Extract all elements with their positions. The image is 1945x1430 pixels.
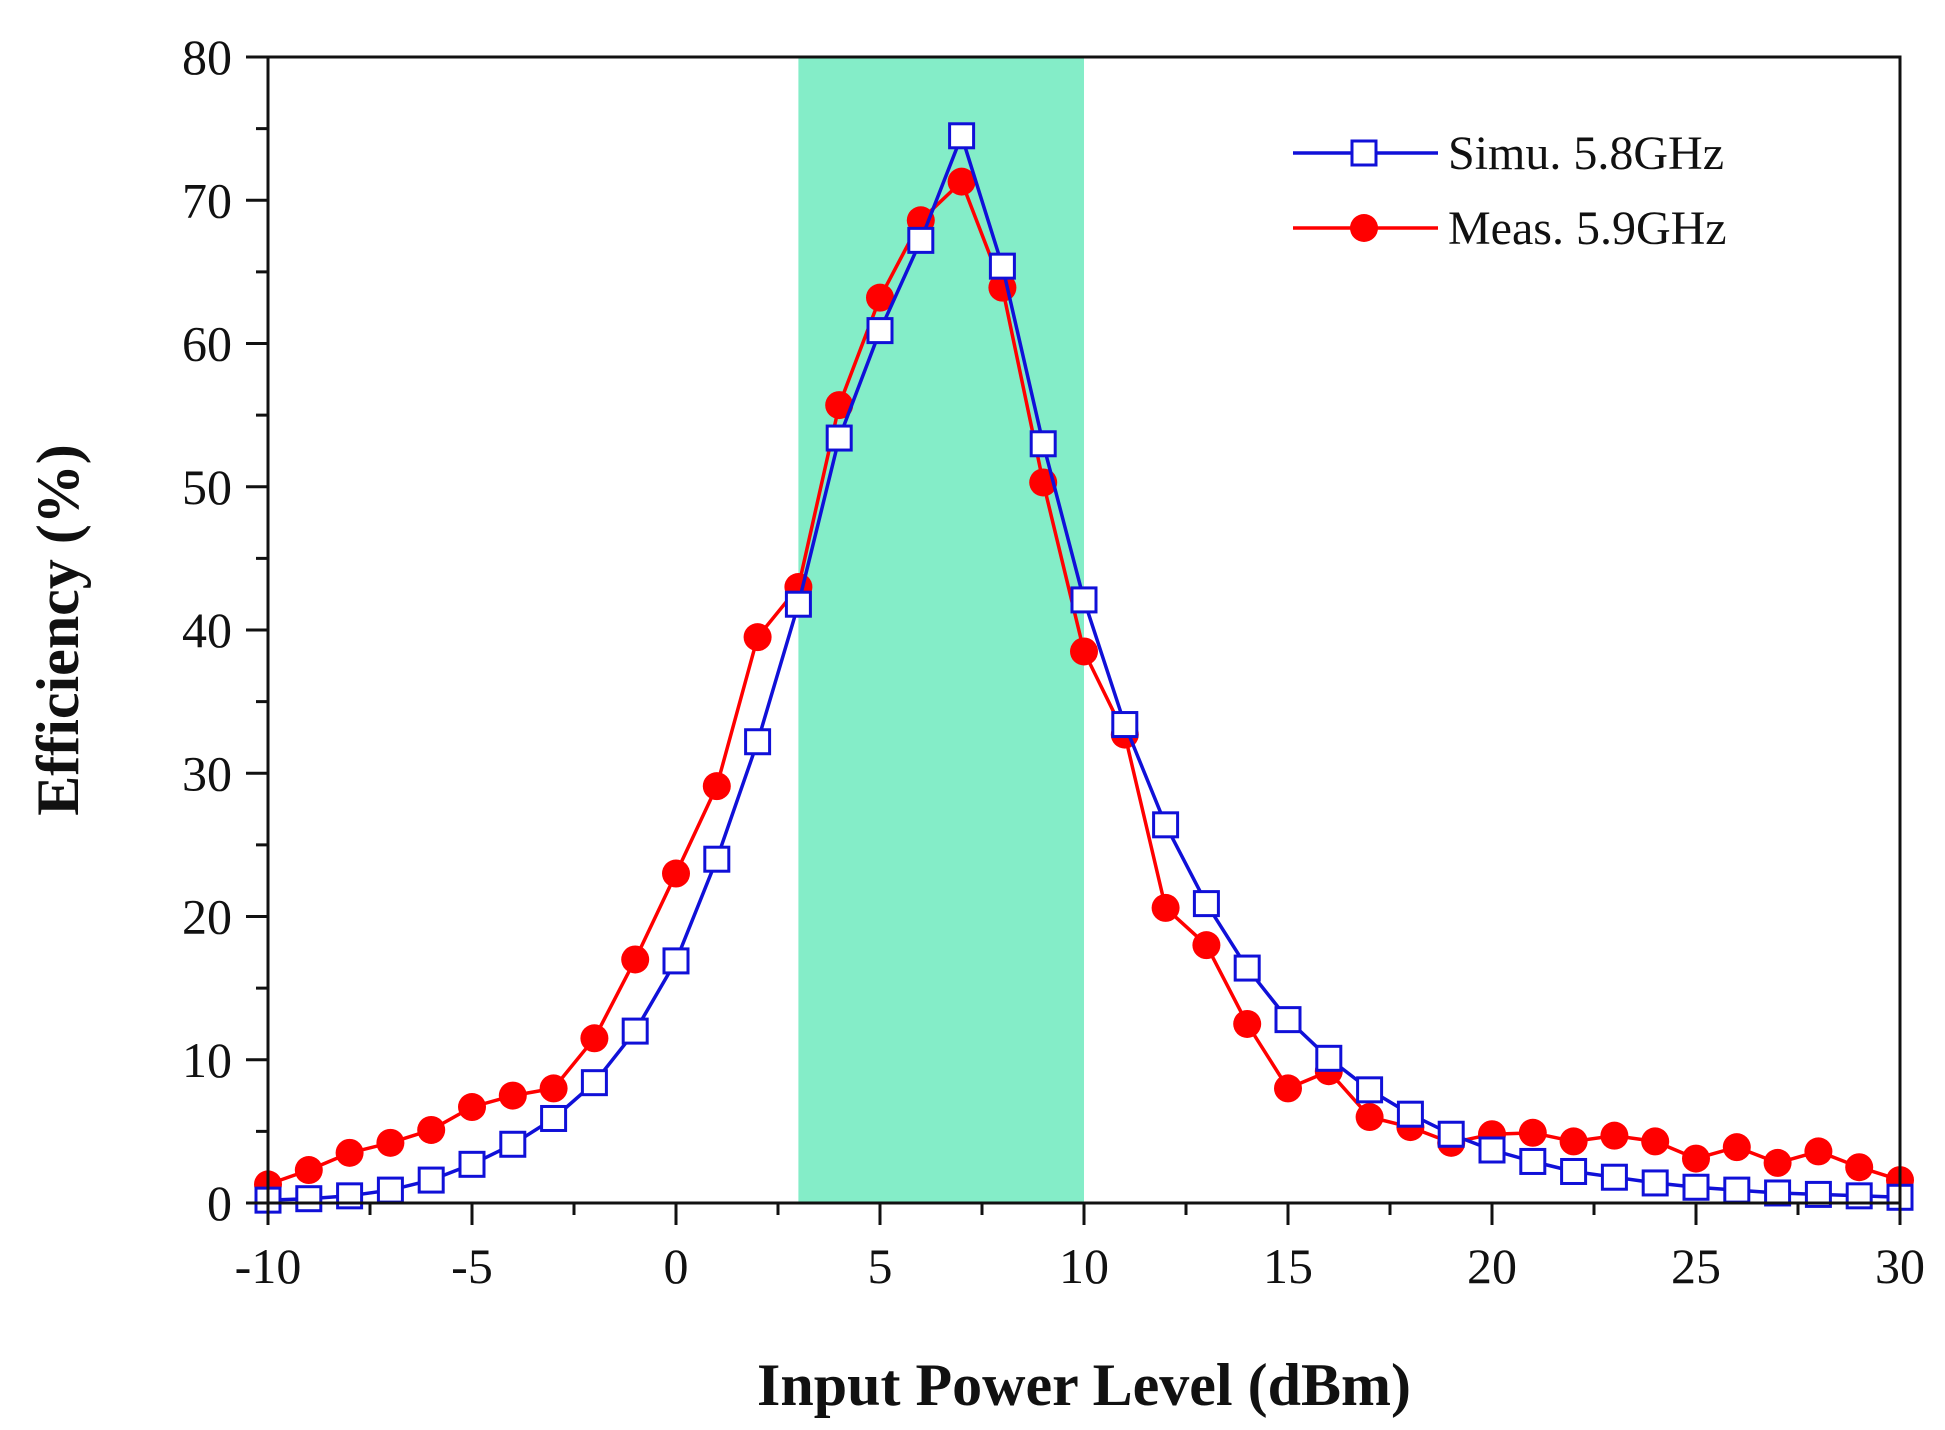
data-point-simu bbox=[1519, 1147, 1547, 1175]
data-point-meas bbox=[1722, 1133, 1751, 1162]
y-tick-label: 70 bbox=[182, 172, 232, 228]
data-point-meas bbox=[498, 1081, 527, 1110]
data-point-simu bbox=[1029, 430, 1057, 458]
x-tick-label: 25 bbox=[1671, 1238, 1721, 1294]
y-tick-label: 80 bbox=[182, 29, 232, 85]
data-point-simu bbox=[1641, 1169, 1669, 1197]
data-point-meas bbox=[417, 1115, 446, 1144]
y-tick-label: 0 bbox=[207, 1175, 232, 1231]
data-point-simu bbox=[662, 947, 690, 975]
y-tick-label: 10 bbox=[182, 1032, 232, 1088]
ticks-layer: -10 -5 0 5 10 15 20 25 30 0 10 20 30 40 50 60 70 80 bbox=[182, 29, 1925, 1294]
data-point-simu bbox=[784, 590, 812, 618]
data-point-meas bbox=[866, 283, 894, 312]
data-point-meas bbox=[376, 1128, 405, 1157]
data-point-simu bbox=[1111, 711, 1139, 739]
data-point-meas bbox=[539, 1074, 568, 1103]
y-tick-label: 30 bbox=[182, 745, 232, 801]
x-tick-label: 15 bbox=[1263, 1238, 1313, 1294]
data-point-simu bbox=[295, 1185, 323, 1213]
y-tick-label: 50 bbox=[182, 459, 232, 515]
x-tick-label: 30 bbox=[1875, 1238, 1925, 1294]
data-point-simu bbox=[948, 122, 976, 150]
legend-label: Meas. 5.9GHz bbox=[1448, 202, 1727, 255]
data-point-simu bbox=[1560, 1157, 1588, 1185]
data-point-simu bbox=[1396, 1100, 1424, 1128]
data-point-meas bbox=[1070, 637, 1098, 666]
legend-marker bbox=[1350, 139, 1378, 167]
data-point-simu bbox=[1478, 1136, 1506, 1164]
data-point-simu bbox=[1723, 1176, 1751, 1204]
data-point-meas bbox=[621, 945, 650, 974]
y-tick-label: 40 bbox=[182, 602, 232, 658]
data-point-meas bbox=[1641, 1127, 1670, 1156]
data-point-meas bbox=[1804, 1137, 1833, 1166]
data-point-simu bbox=[1437, 1120, 1465, 1148]
x-axis-title: Input Power Level (dBm) bbox=[757, 1352, 1411, 1418]
y-tick-label: 60 bbox=[182, 316, 232, 372]
data-point-meas bbox=[1233, 1009, 1262, 1038]
data-point-meas bbox=[947, 167, 976, 196]
x-tick-label: 20 bbox=[1467, 1238, 1517, 1294]
data-point-simu bbox=[1682, 1173, 1710, 1201]
data-point-simu bbox=[1600, 1163, 1628, 1191]
data-point-meas bbox=[662, 859, 690, 888]
data-point-simu bbox=[540, 1104, 568, 1132]
x-tick-label: -5 bbox=[451, 1238, 493, 1294]
data-point-meas bbox=[1763, 1148, 1792, 1177]
data-point-simu bbox=[825, 424, 853, 452]
data-point-meas bbox=[1274, 1074, 1302, 1103]
data-point-meas bbox=[1600, 1121, 1629, 1150]
data-point-meas bbox=[335, 1138, 364, 1167]
data-point-meas bbox=[294, 1156, 323, 1185]
data-point-simu bbox=[1152, 811, 1180, 839]
data-point-simu bbox=[907, 226, 935, 254]
data-point-simu bbox=[1356, 1076, 1384, 1104]
series-layer bbox=[254, 122, 1914, 1214]
data-point-simu bbox=[1315, 1044, 1343, 1072]
x-tick-label: 5 bbox=[868, 1238, 893, 1294]
legend-item-meas: Meas. 5.9GHz bbox=[1293, 202, 1727, 255]
data-point-simu bbox=[703, 845, 731, 873]
data-point-meas bbox=[1151, 893, 1180, 922]
data-point-meas bbox=[1355, 1103, 1384, 1132]
data-point-meas bbox=[1559, 1127, 1588, 1156]
data-point-simu bbox=[621, 1017, 649, 1045]
y-tick-label: 20 bbox=[182, 889, 232, 945]
data-point-simu bbox=[1233, 954, 1261, 982]
data-point-simu bbox=[988, 252, 1016, 280]
data-point-meas bbox=[825, 391, 854, 420]
data-point-simu bbox=[866, 317, 894, 345]
legend-item-simu: Simu. 5.8GHz bbox=[1293, 127, 1724, 180]
data-point-meas bbox=[1192, 931, 1221, 960]
data-point-meas bbox=[743, 623, 772, 652]
legend-label: Simu. 5.8GHz bbox=[1448, 127, 1724, 180]
x-tick-label: 0 bbox=[664, 1238, 689, 1294]
data-point-simu bbox=[458, 1150, 486, 1178]
data-point-meas bbox=[1682, 1144, 1710, 1173]
x-tick-label: -10 bbox=[235, 1238, 302, 1294]
data-point-simu bbox=[1192, 890, 1220, 918]
legend-marker bbox=[1350, 214, 1378, 242]
data-point-meas bbox=[702, 772, 731, 801]
data-point-simu bbox=[744, 728, 772, 756]
data-point-simu bbox=[580, 1069, 608, 1097]
data-point-simu bbox=[1274, 1006, 1302, 1034]
data-point-simu bbox=[1764, 1179, 1792, 1207]
data-point-meas bbox=[458, 1093, 486, 1122]
data-point-meas bbox=[580, 1024, 609, 1053]
data-point-simu bbox=[376, 1176, 404, 1204]
y-axis-title: Efficiency (%) bbox=[25, 444, 91, 816]
data-point-meas bbox=[1518, 1118, 1547, 1147]
x-tick-label: 10 bbox=[1059, 1238, 1109, 1294]
data-point-simu bbox=[499, 1130, 527, 1158]
highlight-band bbox=[798, 57, 1084, 1203]
data-point-meas bbox=[1845, 1153, 1874, 1182]
data-point-simu bbox=[417, 1166, 445, 1194]
data-point-simu bbox=[1070, 586, 1098, 614]
legend: Simu. 5.8GHz Meas. 5.9GHz bbox=[1293, 127, 1727, 255]
